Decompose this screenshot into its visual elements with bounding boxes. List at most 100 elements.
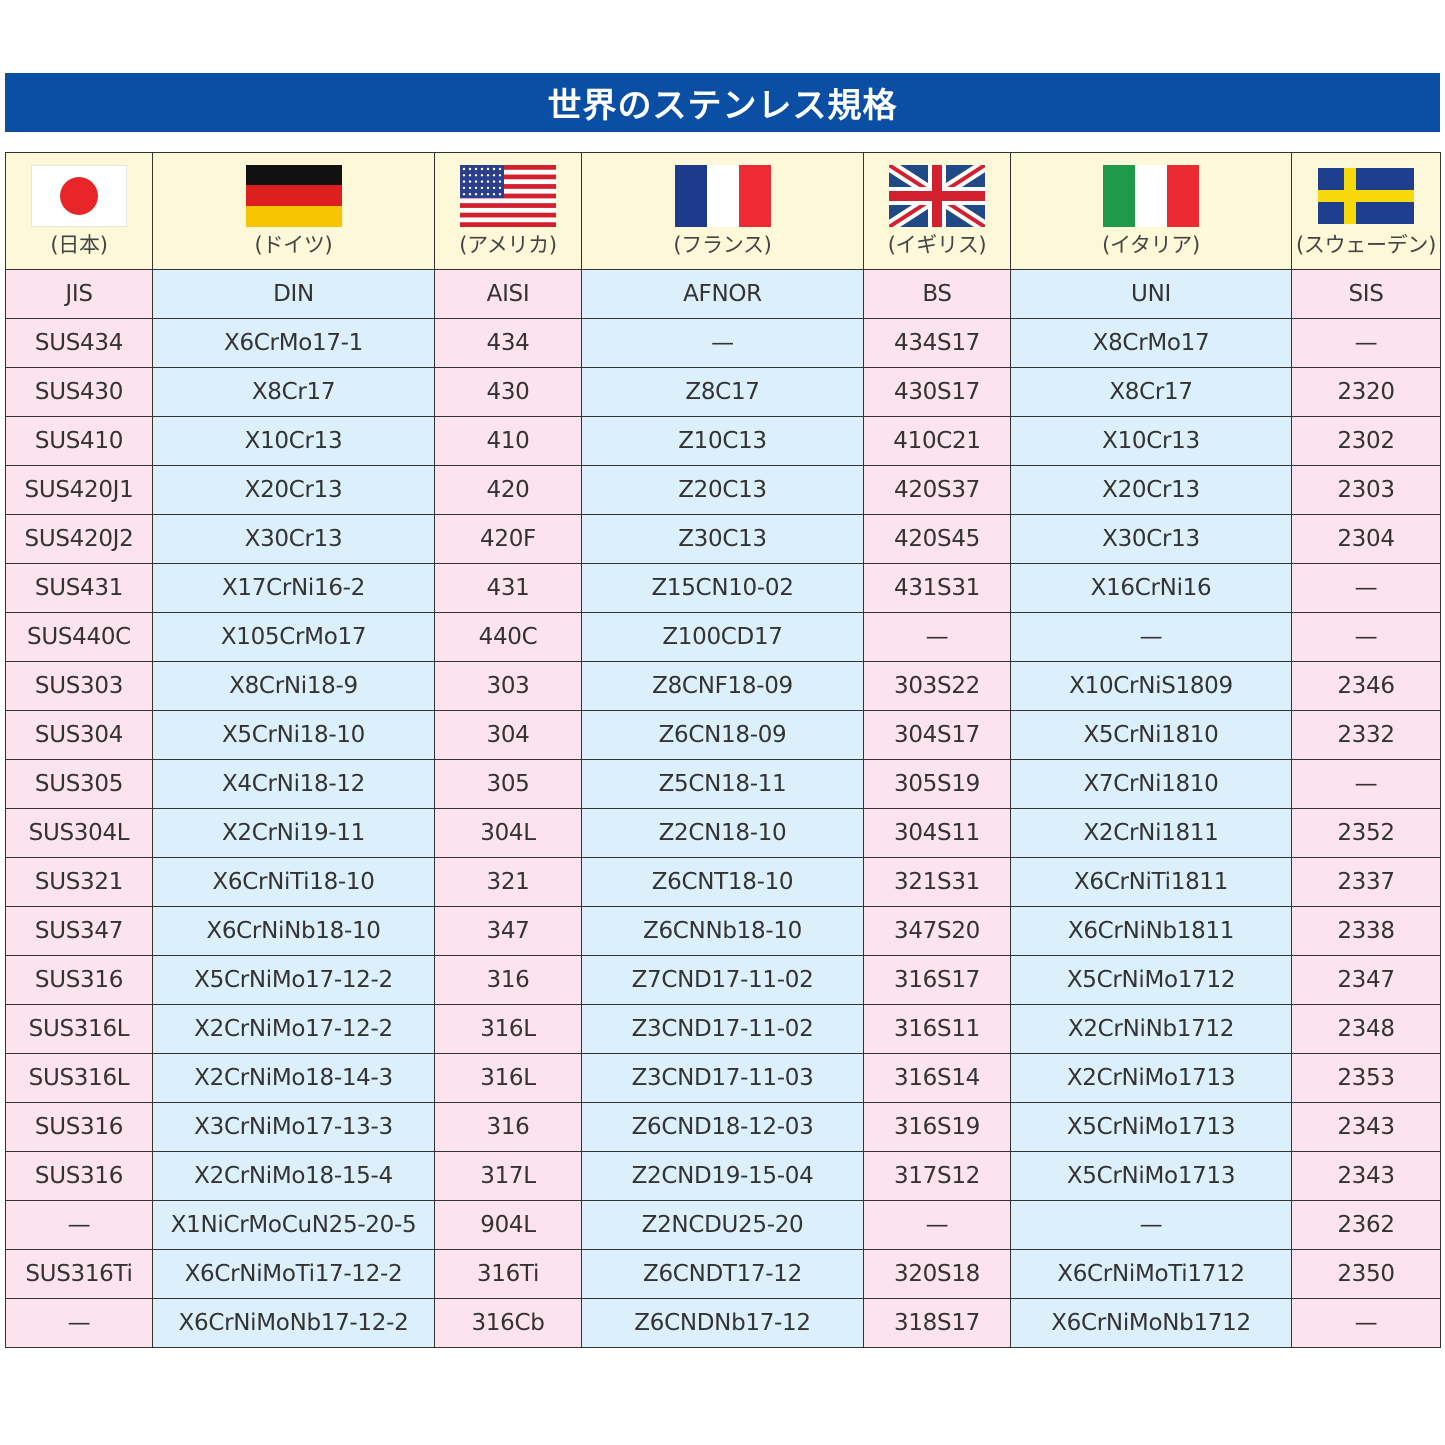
cell-afnor: Z6CNDT17-12 [581, 1249, 864, 1299]
cell-bs: 420S37 [863, 465, 1011, 515]
country-name: (イタリア) [1102, 233, 1200, 257]
country-header-row: (日本) (ドイツ) (アメリカ) (フランス) (イギリス) (イタリア) (スウェーデン… [5, 152, 1441, 270]
cell-uni: X6CrNiTi1811 [1010, 857, 1292, 907]
cell-bs: 318S17 [863, 1298, 1011, 1348]
cell-afnor: — [581, 318, 864, 368]
country-header-cell: (アメリカ) [434, 152, 582, 270]
cell-bs: 420S45 [863, 514, 1011, 564]
cell-afnor: Z2NCDU25-20 [581, 1200, 864, 1250]
cell-jis: SUS316L [5, 1053, 153, 1103]
cell-sis: 2338 [1291, 906, 1441, 956]
cell-uni: — [1010, 1200, 1292, 1250]
cell-sis: 2353 [1291, 1053, 1441, 1103]
cell-afnor: Z15CN10-02 [581, 563, 864, 613]
standard-name-cell: AISI [434, 269, 582, 319]
cell-din: X20Cr13 [152, 465, 435, 515]
cell-jis: SUS316Ti [5, 1249, 153, 1299]
cell-jis: SUS316L [5, 1004, 153, 1054]
cell-afnor: Z20C13 [581, 465, 864, 515]
table-row: SUS431 X17CrNi16-2 431 Z15CN10-02 431S31 X16C… [5, 563, 1441, 613]
table-row: SUS321 X6CrNiTi18-10 321 Z6CNT18-10 321S31 X6… [5, 857, 1441, 907]
cell-din: X6CrNiNb18-10 [152, 906, 435, 956]
cell-afnor: Z7CND17-11-02 [581, 955, 864, 1005]
cell-afnor: Z30C13 [581, 514, 864, 564]
cell-uni: X2CrNiNb1712 [1010, 1004, 1292, 1054]
cell-aisi: 420 [434, 465, 582, 515]
cell-aisi: 316L [434, 1004, 582, 1054]
table-row: SUS304 X5CrNi18-10 304 Z6CN18-09 304S17 X5CrN… [5, 710, 1441, 760]
cell-uni: X10Cr13 [1010, 416, 1292, 466]
cell-din: X30Cr13 [152, 514, 435, 564]
cell-sis: 2302 [1291, 416, 1441, 466]
cell-uni: — [1010, 612, 1292, 662]
cell-aisi: 316 [434, 955, 582, 1005]
page-title: 世界のステンレス規格 [5, 73, 1440, 132]
cell-bs: 317S12 [863, 1151, 1011, 1201]
cell-jis: SUS431 [5, 563, 153, 613]
cell-aisi: 316 [434, 1102, 582, 1152]
cell-din: X8CrNi18-9 [152, 661, 435, 711]
cell-jis: SUS303 [5, 661, 153, 711]
cell-afnor: Z3CND17-11-02 [581, 1004, 864, 1054]
cell-uni: X6CrNiNb1811 [1010, 906, 1292, 956]
cell-aisi: 904L [434, 1200, 582, 1250]
japan-flag-icon [31, 165, 127, 227]
standard-name-cell: SIS [1291, 269, 1441, 319]
cell-din: X2CrNiMo18-14-3 [152, 1053, 435, 1103]
cell-afnor: Z6CND18-12-03 [581, 1102, 864, 1152]
table-row: SUS434 X6CrMo17-1 434—434S17 X8CrMo17— [5, 318, 1441, 368]
cell-jis: SUS321 [5, 857, 153, 907]
cell-sis: 2304 [1291, 514, 1441, 564]
cell-afnor: Z3CND17-11-03 [581, 1053, 864, 1103]
cell-aisi: 305 [434, 759, 582, 809]
cell-uni: X2CrNiMo1713 [1010, 1053, 1292, 1103]
cell-bs: 430S17 [863, 367, 1011, 417]
cell-afnor: Z8CNF18-09 [581, 661, 864, 711]
cell-sis: 2362 [1291, 1200, 1441, 1250]
table-row: SUS316Ti X6CrNiMoTi17-12-2 316Ti Z6CNDT17-1… [5, 1249, 1441, 1299]
cell-din: X105CrMo17 [152, 612, 435, 662]
cell-sis: 2337 [1291, 857, 1441, 907]
cell-afnor: Z6CNNb18-10 [581, 906, 864, 956]
cell-bs: — [863, 612, 1011, 662]
country-header-cell: (ドイツ) [152, 152, 435, 270]
cell-aisi: 430 [434, 367, 582, 417]
cell-aisi: 317L [434, 1151, 582, 1201]
cell-afnor: Z2CND19-15-04 [581, 1151, 864, 1201]
cell-jis: SUS440C [5, 612, 153, 662]
table-row: SUS410 X10Cr13 410 Z10C13 410C21 X10Cr13 2302 [5, 416, 1441, 466]
cell-aisi: 304 [434, 710, 582, 760]
cell-bs: 305S19 [863, 759, 1011, 809]
cell-jis: SUS304 [5, 710, 153, 760]
cell-din: X2CrNiMo18-15-4 [152, 1151, 435, 1201]
cell-jis: SUS316 [5, 1102, 153, 1152]
cell-din: X10Cr13 [152, 416, 435, 466]
cell-aisi: 434 [434, 318, 582, 368]
cell-jis: SUS305 [5, 759, 153, 809]
cell-aisi: 304L [434, 808, 582, 858]
cell-bs: 320S18 [863, 1249, 1011, 1299]
germany-flag-icon [245, 165, 342, 227]
cell-bs: — [863, 1200, 1011, 1250]
cell-aisi: 303 [434, 661, 582, 711]
cell-bs: 316S11 [863, 1004, 1011, 1054]
cell-jis: SUS410 [5, 416, 153, 466]
cell-din: X6CrNiMoTi17-12-2 [152, 1249, 435, 1299]
table-row: SUS316 X2CrNiMo18-15-4 317L Z2CND19-15-04 31… [5, 1151, 1441, 1201]
stainless-standards-table: (日本) (ドイツ) (アメリカ) (フランス) (イギリス) (イタリア) (スウェーデン… [5, 152, 1441, 1348]
cell-aisi: 420F [434, 514, 582, 564]
cell-din: X17CrNi16-2 [152, 563, 435, 613]
cell-sis: — [1291, 1298, 1441, 1348]
table-row: SUS316 X3CrNiMo17-13-3 316 Z6CND18-12-03 316… [5, 1102, 1441, 1152]
cell-aisi: 431 [434, 563, 582, 613]
cell-aisi: 316L [434, 1053, 582, 1103]
cell-jis: SUS304L [5, 808, 153, 858]
cell-uni: X16CrNi16 [1010, 563, 1292, 613]
cell-uni: X10CrNiS1809 [1010, 661, 1292, 711]
cell-bs: 347S20 [863, 906, 1011, 956]
cell-sis: 2350 [1291, 1249, 1441, 1299]
standard-name-cell: JIS [5, 269, 153, 319]
table-row: — X1NiCrMoCuN25-20-5 904L Z2NCDU25-20— —2362 [5, 1200, 1441, 1250]
table-row: SUS304L X2CrNi19-11 304L Z2CN18-10 304S11 X2C… [5, 808, 1441, 858]
cell-din: X2CrNiMo17-12-2 [152, 1004, 435, 1054]
